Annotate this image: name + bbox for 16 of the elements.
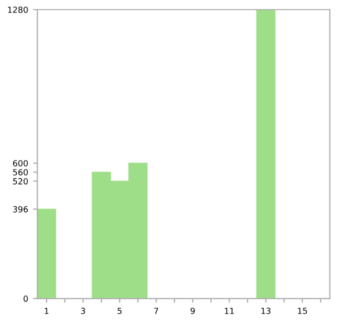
y-tick-label: 396 bbox=[13, 206, 28, 212]
x-tick-label: 13 bbox=[261, 308, 270, 314]
x-tick-label: 1 bbox=[44, 308, 48, 314]
y-tick-label: 560 bbox=[13, 169, 28, 176]
x-tick-label: 11 bbox=[224, 308, 234, 314]
x-tick-label: 5 bbox=[118, 308, 122, 314]
y-tick-label: 0 bbox=[24, 296, 28, 302]
x-tick-label: 9 bbox=[190, 308, 195, 314]
x-tick-label: 3 bbox=[81, 308, 86, 314]
y-tick-label: 520 bbox=[13, 178, 28, 184]
bar bbox=[37, 208, 56, 299]
x-tick-label: 15 bbox=[298, 308, 307, 314]
y-tick-label: 1280 bbox=[8, 6, 28, 13]
y-tick-label: 600 bbox=[13, 160, 28, 166]
bar bbox=[256, 10, 276, 299]
x-tick-label: 7 bbox=[154, 308, 158, 314]
